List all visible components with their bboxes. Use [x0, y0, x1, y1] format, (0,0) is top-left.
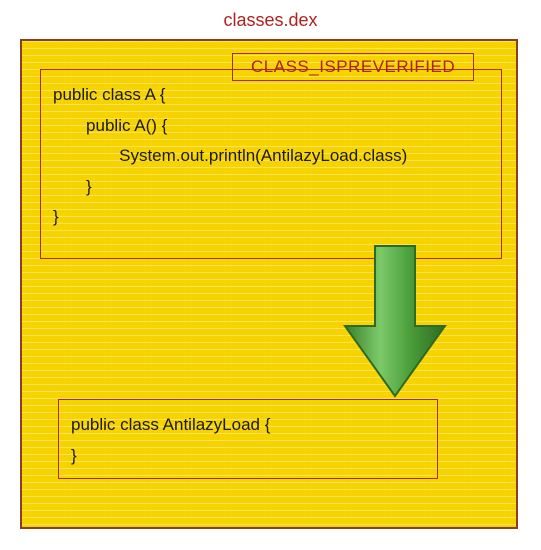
down-arrow-icon [340, 241, 450, 401]
dex-container: CLASS_ISPREVERIFIED public class A { pub… [20, 39, 518, 529]
preverified-tag: CLASS_ISPREVERIFIED [232, 53, 474, 81]
class-a-code-box: public class A { public A() { System.out… [40, 69, 502, 259]
diagram-title: classes.dex [20, 10, 521, 31]
antilazyload-code-box: public class AntilazyLoad { } [58, 399, 438, 479]
